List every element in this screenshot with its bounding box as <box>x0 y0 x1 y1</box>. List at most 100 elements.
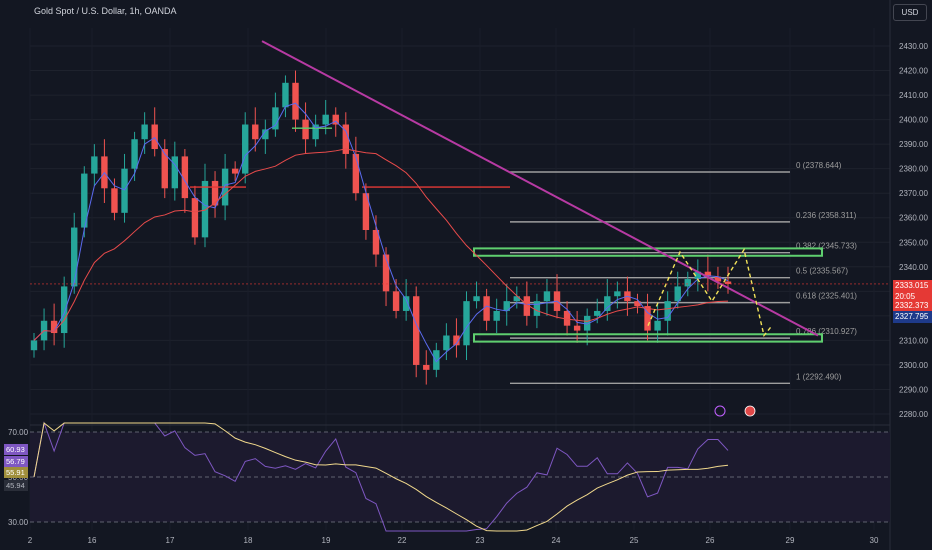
candle-body <box>533 301 541 316</box>
slow-ma-line <box>33 148 729 341</box>
candle-body <box>694 271 702 280</box>
candle-body <box>614 291 621 297</box>
candle-body <box>473 296 480 302</box>
candle-body <box>302 119 309 140</box>
candle-body <box>272 107 279 130</box>
fib-label: 0.5 (2335.567) <box>796 267 848 276</box>
candle-body <box>141 124 148 140</box>
candle-body <box>362 193 370 230</box>
candle-body <box>684 279 691 287</box>
time-tick: 24 <box>552 536 561 545</box>
candle-body <box>151 124 158 150</box>
time-tick: 25 <box>630 536 639 545</box>
candle-body <box>131 139 138 169</box>
last-price-label: 2333.015 <box>893 280 932 292</box>
candle-body <box>292 82 299 120</box>
rsi-label-1: 60.93 <box>4 444 28 455</box>
candle-body <box>372 230 380 255</box>
candle-body <box>191 198 199 238</box>
candle-body <box>724 281 732 284</box>
chart-title: Gold Spot / U.S. Dollar, 1h, OANDA <box>34 6 177 16</box>
time-tick: 19 <box>322 536 331 545</box>
candle-body <box>483 296 490 321</box>
time-tick: 23 <box>476 536 485 545</box>
trend-line <box>261 40 819 337</box>
time-tick: 18 <box>244 536 253 545</box>
candle-body <box>573 325 581 331</box>
candle-body <box>352 153 360 194</box>
time-tick: 26 <box>706 536 715 545</box>
price-tick: 2400.00 <box>899 116 928 125</box>
price-tick: 2290.00 <box>899 385 928 394</box>
rsi-label-2: 56.79 <box>4 456 28 467</box>
price-tick: 2340.00 <box>899 263 928 272</box>
lightning-icon <box>714 405 726 417</box>
candle-body <box>664 301 671 321</box>
candle-body <box>433 350 440 370</box>
currency-button[interactable]: USD <box>893 4 927 21</box>
candle-body <box>453 335 460 346</box>
candle-body <box>231 168 239 174</box>
price-tick: 2370.00 <box>899 189 928 198</box>
time-tick: 2 <box>28 536 33 545</box>
candle-body <box>201 180 209 238</box>
candle-body <box>282 82 289 108</box>
candle-body <box>161 149 168 189</box>
candle-body <box>604 296 611 311</box>
price-tick: 2390.00 <box>899 140 928 149</box>
candle-body <box>181 156 189 199</box>
candle-body <box>312 124 319 140</box>
candle-body <box>111 188 118 213</box>
support-zone <box>473 333 823 343</box>
price-tick: 2280.00 <box>899 410 928 419</box>
fib-label: 0.786 (2310.927) <box>796 327 857 336</box>
candle-body <box>413 296 420 365</box>
candle-body <box>382 254 390 292</box>
time-tick: 29 <box>786 536 795 545</box>
candle-body <box>332 114 339 125</box>
candle-body <box>242 124 249 174</box>
candle-body <box>171 156 179 189</box>
candle-body <box>71 227 78 287</box>
candle-body <box>714 276 722 282</box>
candle-body <box>634 301 641 307</box>
candle-body <box>594 310 601 316</box>
candle-body <box>563 310 571 326</box>
candle-body <box>704 271 712 277</box>
candle-body <box>50 320 58 334</box>
price-tick: 2350.00 <box>899 238 928 247</box>
price-tick: 2420.00 <box>899 67 928 76</box>
ma2-label: 2327.795 <box>893 311 932 323</box>
candle-body <box>322 114 329 125</box>
candle-body <box>121 168 128 213</box>
price-tick: 2310.00 <box>899 336 928 345</box>
fast-ma-line <box>33 102 729 363</box>
candle-body <box>392 291 400 311</box>
fib-label: 1 (2292.490) <box>796 372 842 381</box>
time-axis: 2 16 17 18 19 22 23 24 25 26 29 30 <box>28 536 879 545</box>
price-tick: 2360.00 <box>899 214 928 223</box>
time-tick: 30 <box>870 536 879 545</box>
price-tick: 2430.00 <box>899 42 928 51</box>
fib-label: 0.382 (2345.733) <box>796 242 857 251</box>
rsi-tick: 30.00 <box>8 518 29 527</box>
ma1-label: 2332.373 <box>893 300 932 312</box>
rsi-ma-line <box>33 422 729 532</box>
candle-body <box>654 320 661 331</box>
time-tick: 22 <box>398 536 407 545</box>
candle-body <box>644 306 651 331</box>
candle-body <box>443 335 450 351</box>
candle-body <box>252 124 259 140</box>
candle-body <box>523 296 531 316</box>
time-tick: 17 <box>166 536 175 545</box>
fib-label: 0.618 (2325.401) <box>796 292 857 301</box>
candle-body <box>91 156 98 174</box>
candle-body <box>342 124 349 154</box>
time-tick: 16 <box>88 536 97 545</box>
candle-body <box>211 180 219 206</box>
candle-body <box>543 291 551 302</box>
candle-body <box>60 286 68 334</box>
fib-label: 0 (2378.644) <box>796 161 842 170</box>
